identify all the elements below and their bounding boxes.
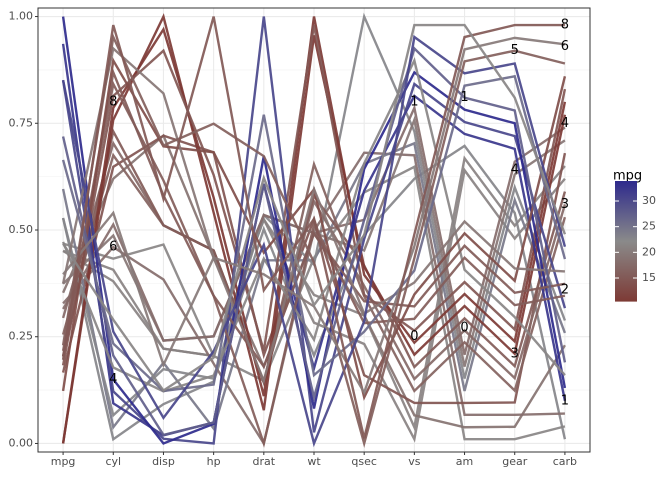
level-label: 4 [109,372,117,387]
level-label: 1 [561,393,569,408]
y-tick-label: 1.00 [9,10,34,23]
level-label: 6 [109,240,117,255]
level-label: 4 [561,116,569,131]
panel-border [37,7,591,453]
x-tick-label: vs [408,455,421,468]
line [61,24,567,366]
level-label: 6 [561,39,569,54]
line [61,16,567,445]
x-tick-label: disp [152,455,175,468]
x-tick-label: drat [253,455,276,468]
line [61,46,565,385]
line [61,74,567,393]
line [61,144,567,442]
lines [61,12,567,449]
x-tick-label: am [456,455,473,468]
line [61,152,567,393]
level-label: 1 [410,94,418,109]
legend-title: mpg [613,169,642,184]
x-tick-label: cyl [105,455,121,468]
x-tick-label: hp [207,455,221,468]
colorbar-label: 30 [642,194,656,207]
line [61,16,567,444]
x-tick-label: gear [502,455,527,468]
line [61,46,567,437]
x-tick-label: mpg [51,455,76,468]
line [61,34,567,448]
x-tick-label: carb [553,455,577,468]
level-label: 1 [460,90,468,105]
colorbar-label: 25 [642,220,656,233]
line [62,155,566,432]
line [62,151,565,447]
y-tick-label: 0.50 [9,223,34,236]
y-tick-label: 0.75 [9,116,34,129]
level-label: 5 [511,43,519,58]
line [61,16,565,439]
level-label: 8 [561,18,569,33]
level-label: 4 [511,163,519,178]
colorbar-label: 20 [642,245,656,258]
line [61,32,566,449]
line [61,127,567,387]
line [61,80,566,448]
line [61,56,566,393]
y-tick-label: 0.00 [9,436,34,449]
colorbar [615,181,637,302]
line [61,13,567,444]
line [61,140,567,387]
line [61,68,566,370]
level-label: 3 [561,197,569,212]
level-label: 3 [511,346,519,361]
x-tick-label: qsec [351,455,377,468]
level-label: 0 [460,321,468,336]
y-tick-label: 0.25 [9,330,34,343]
colorbar-label: 15 [642,271,656,284]
line [62,167,566,443]
x-tick-label: wt [307,455,321,468]
line [62,23,567,393]
level-label: 0 [410,329,418,344]
level-label: 2 [561,282,569,297]
level-label: 8 [109,94,117,109]
line [61,43,567,437]
